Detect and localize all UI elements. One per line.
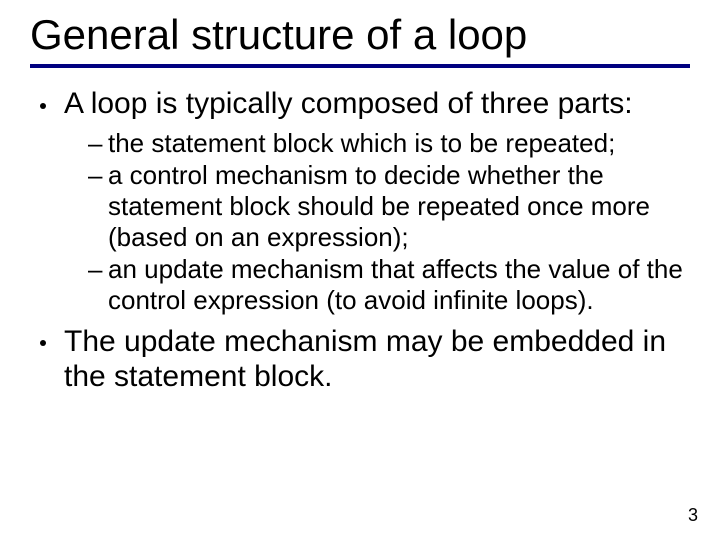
dash-icon: –	[88, 160, 102, 191]
bullet-text: A loop is typically composed of three pa…	[64, 87, 633, 120]
bullet-item: A loop is typically composed of three pa…	[30, 86, 690, 121]
bullet-item: The update mechanism may be embedded in …	[30, 324, 690, 395]
slide: General structure of a loop A loop is ty…	[0, 0, 720, 540]
sub-list: – the statement block which is to be rep…	[30, 128, 690, 316]
page-number: 3	[688, 505, 698, 526]
dash-icon: –	[88, 254, 102, 285]
bullet-list: A loop is typically composed of three pa…	[30, 86, 690, 394]
sub-text: the statement block which is to be repea…	[108, 128, 615, 158]
sub-text: a control mechanism to decide whether th…	[108, 160, 650, 251]
slide-title: General structure of a loop	[30, 12, 690, 58]
sub-item: – a control mechanism to decide whether …	[30, 160, 690, 252]
sub-text: an update mechanism that affects the val…	[108, 254, 683, 315]
bullet-dot-icon	[40, 103, 46, 109]
dash-icon: –	[88, 128, 102, 159]
bullet-dot-icon	[40, 340, 46, 346]
sub-item: – the statement block which is to be rep…	[30, 128, 690, 159]
title-underline	[30, 64, 690, 68]
sub-item: – an update mechanism that affects the v…	[30, 254, 690, 315]
bullet-text: The update mechanism may be embedded in …	[64, 325, 666, 393]
